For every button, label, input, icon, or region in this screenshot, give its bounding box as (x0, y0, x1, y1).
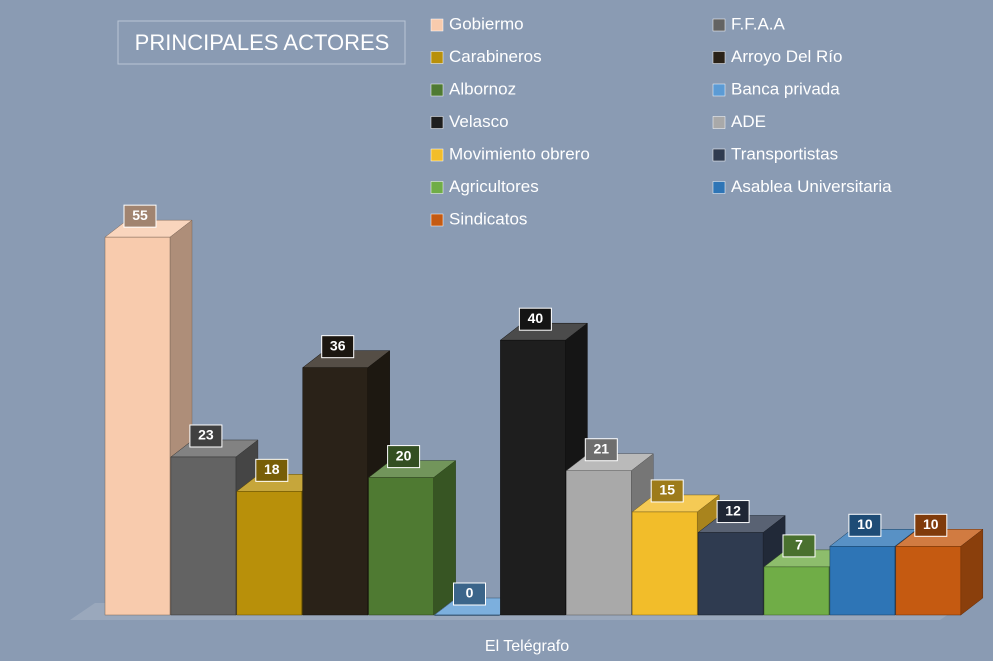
legend-swatch (431, 19, 443, 31)
value-label: 12 (725, 502, 741, 518)
legend-swatch (431, 214, 443, 226)
legend-label: Banca privada (731, 79, 840, 98)
legend-swatch (713, 19, 725, 31)
bar-front (830, 546, 895, 615)
bar (369, 461, 456, 615)
bar-front (500, 340, 565, 615)
chart-title: PRINCIPALES ACTORES (135, 30, 390, 55)
bar-front (698, 533, 763, 615)
legend-label: Carabineros (449, 47, 542, 66)
legend-swatch (713, 117, 725, 129)
bar-front (632, 512, 697, 615)
value-label: 7 (795, 537, 803, 553)
legend-swatch (431, 117, 443, 129)
legend-swatch (713, 84, 725, 96)
legend-label: Movimiento obrero (449, 144, 590, 163)
bar (896, 529, 983, 615)
value-label: 15 (659, 482, 675, 498)
value-label: 10 (923, 516, 939, 532)
value-label: 0 (466, 585, 474, 601)
bar-front (171, 457, 236, 615)
legend-swatch (713, 182, 725, 194)
legend-label: Gobiermo (449, 14, 524, 33)
legend-swatch (431, 149, 443, 161)
legend-label: Transportistas (731, 144, 838, 163)
value-label: 55 (132, 207, 148, 223)
legend-label: Velasco (449, 112, 509, 131)
x-category-label: El Telégrafo (485, 638, 569, 655)
value-label: 10 (857, 516, 873, 532)
bar-side (434, 461, 456, 615)
legend-swatch (713, 149, 725, 161)
chart: PRINCIPALES ACTORES El Telégrafo Gobierm… (0, 0, 993, 661)
legend-label: ADE (731, 112, 766, 131)
legend-swatch (431, 52, 443, 64)
value-label: 36 (330, 337, 346, 353)
bar-front (566, 471, 631, 615)
bar-front (764, 567, 829, 615)
bar-front (369, 478, 434, 615)
value-label: 21 (594, 440, 610, 456)
legend-swatch (431, 84, 443, 96)
legend-swatch (713, 52, 725, 64)
bar-front (237, 491, 302, 615)
bar-front (303, 368, 368, 615)
legend-label: Asablea Universitaria (731, 177, 892, 196)
legend-swatch (431, 182, 443, 194)
bar-front (435, 615, 500, 616)
legend-label: F.F.A.A (731, 14, 786, 33)
bar-front (105, 237, 170, 615)
bar-front (896, 546, 961, 615)
legend-label: Agricultores (449, 177, 539, 196)
value-label: 20 (396, 447, 412, 463)
value-label: 40 (528, 310, 544, 326)
legend-label: Arroyo Del Río (731, 47, 842, 66)
legend-label: Sindicatos (449, 209, 527, 228)
value-label: 18 (264, 461, 280, 477)
legend-label: Albornoz (449, 79, 516, 98)
value-label: 23 (198, 427, 214, 443)
